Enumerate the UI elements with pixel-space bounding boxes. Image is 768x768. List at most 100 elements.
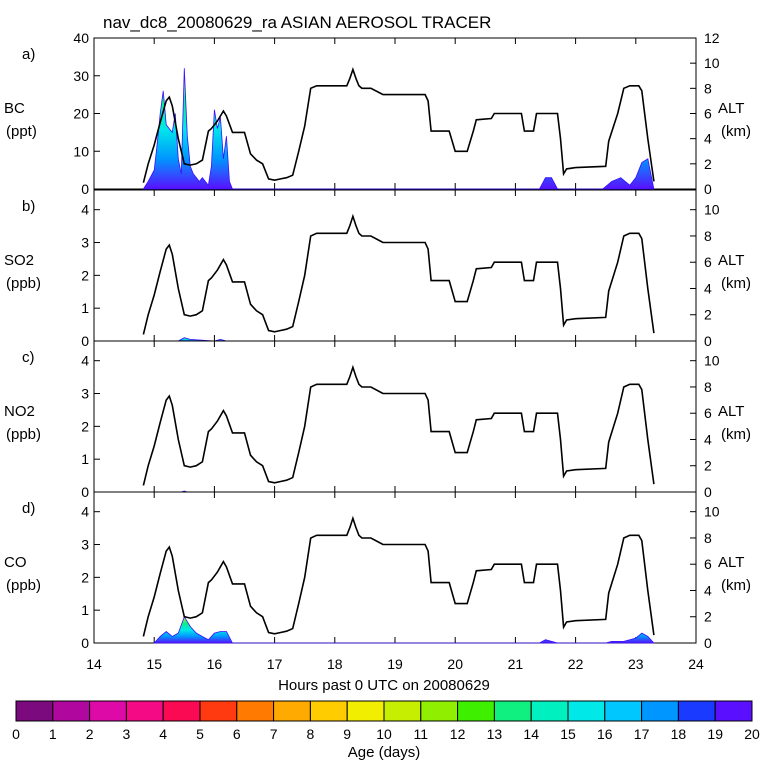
colorbar-tick-label: 18 — [671, 726, 687, 742]
panel-letter: b) — [22, 198, 35, 215]
colorbar-tick-label: 5 — [196, 726, 204, 742]
tracer-area — [153, 615, 655, 644]
panel-letter: a) — [22, 46, 35, 63]
colorbar-swatch — [346, 700, 385, 722]
alt-tick-label: 10 — [704, 353, 720, 369]
colorbar-tick-label: 19 — [707, 726, 723, 742]
altitude-unit-label: (km) — [721, 275, 751, 292]
species-unit-label: (ppb) — [6, 275, 41, 292]
alt-tick-label: 2 — [704, 609, 712, 625]
colorbar-swatch — [199, 700, 238, 722]
y-tick-label: 0 — [81, 333, 89, 349]
panel-no2: 0 1 2 3 4 0 2 4 6 8 10 c) NO2 (ppb) ALT (km) — [4, 340, 751, 500]
colorbar-swatch — [567, 700, 606, 722]
alt-tick-label: 10 — [704, 202, 720, 218]
y-tick-label: 2 — [81, 267, 89, 283]
colorbar-swatch — [493, 700, 532, 722]
x-tick-label: 22 — [568, 656, 584, 672]
colorbar-swatch — [89, 700, 127, 722]
alt-tick-label: 2 — [704, 156, 712, 172]
colorbar-tick-label: 13 — [487, 726, 503, 742]
alt-tick-label: 10 — [704, 55, 720, 71]
altitude-label: ALT — [718, 100, 744, 117]
species-label: CO — [4, 554, 27, 571]
colorbar-tick-label: 1 — [49, 726, 57, 742]
colorbar-swatch — [15, 700, 54, 722]
y-tick-label: 3 — [81, 537, 89, 553]
y-tick-label: 0 — [81, 484, 89, 500]
species-unit-label: (ppb) — [6, 426, 41, 443]
x-tick-label: 15 — [146, 656, 162, 672]
altitude-line — [142, 213, 655, 335]
colorbar-tick-label: 15 — [560, 726, 576, 742]
x-tick-label: 19 — [387, 656, 403, 672]
alt-tick-label: 10 — [704, 504, 720, 520]
colorbar-swatch — [641, 700, 679, 722]
colorbar-tick-label: 20 — [744, 726, 760, 742]
species-label: NO2 — [4, 403, 35, 420]
alt-tick-label: 6 — [704, 106, 712, 122]
y-tick-label: 10 — [73, 143, 89, 159]
colorbar-swatch — [604, 700, 643, 722]
alt-tick-label: 0 — [704, 181, 712, 197]
colorbar-tick-label: 9 — [343, 726, 351, 742]
x-tick-label: 24 — [688, 656, 704, 672]
alt-tick-label: 4 — [704, 582, 712, 598]
species-unit-label: (ppb) — [6, 577, 41, 594]
colorbar-tick-label: 11 — [414, 726, 429, 742]
colorbar-swatch — [677, 700, 716, 722]
x-axis-tick-labels: 14 15 16 17 18 19 20 21 22 23 24 — [86, 656, 704, 672]
colorbar-tick-label: 17 — [634, 726, 650, 742]
species-label: SO2 — [4, 252, 34, 269]
colorbar-swatch — [457, 700, 495, 722]
colorbar-swatch — [383, 700, 422, 722]
alt-tick-label: 8 — [704, 379, 712, 395]
alt-tick-label: 6 — [704, 405, 712, 421]
panel-frame — [93, 340, 697, 493]
species-unit-label: (ppt) — [6, 123, 37, 140]
colorbar-tick-label: 0 — [12, 726, 20, 742]
panel-letter: d) — [22, 500, 35, 517]
panel-frame — [93, 189, 697, 342]
alt-tick-label: 12 — [704, 30, 720, 46]
y-tick-label: 20 — [73, 106, 89, 122]
alt-tick-label: 4 — [704, 280, 712, 296]
altitude-line — [142, 364, 655, 486]
y-tick-label: 4 — [81, 202, 89, 218]
alt-tick-label: 0 — [704, 635, 712, 651]
alt-tick-label: 0 — [704, 333, 712, 349]
altitude-line — [142, 515, 655, 637]
colorbar-tick-label: 16 — [597, 726, 613, 742]
altitude-label: ALT — [718, 403, 744, 420]
y-tick-label: 1 — [81, 451, 89, 467]
alt-tick-label: 8 — [704, 530, 712, 546]
panel-so2: 0 1 2 3 4 0 2 4 6 8 10 b) SO2 (ppb) ALT (km) — [4, 189, 751, 349]
y-tick-label: 0 — [81, 635, 89, 651]
y-tick-label: 3 — [81, 235, 89, 251]
x-tick-label: 16 — [207, 656, 223, 672]
species-label: BC — [4, 100, 25, 117]
y-tick-label: 1 — [81, 300, 89, 316]
alt-tick-label: 2 — [704, 307, 712, 323]
y-tick-label: 40 — [73, 30, 89, 46]
alt-tick-label: 2 — [704, 458, 712, 474]
colorbar-swatch — [273, 700, 311, 722]
colorbar-label: Age (days) — [348, 744, 421, 761]
colorbar-swatch — [530, 700, 569, 722]
colorbar-tick-label: 2 — [86, 726, 94, 742]
colorbar-swatch — [52, 700, 91, 722]
y-tick-label: 4 — [81, 504, 89, 520]
alt-tick-label: 0 — [704, 484, 712, 500]
alt-tick-label: 8 — [704, 228, 712, 244]
alt-tick-label: 4 — [704, 431, 712, 447]
tracer-area — [142, 68, 655, 190]
y-tick-label: 4 — [81, 353, 89, 369]
x-tick-label: 18 — [327, 656, 343, 672]
altitude-label: ALT — [718, 252, 744, 269]
colorbar-tick-label: 6 — [233, 726, 241, 742]
y-tick-label: 2 — [81, 418, 89, 434]
colorbar-tick-label: 4 — [159, 726, 167, 742]
colorbar: 0 1 2 3 4 5 6 7 8 9 10 11 12 13 14 15 16 17 18 19 20 — [12, 700, 760, 742]
altitude-label: ALT — [718, 554, 744, 571]
